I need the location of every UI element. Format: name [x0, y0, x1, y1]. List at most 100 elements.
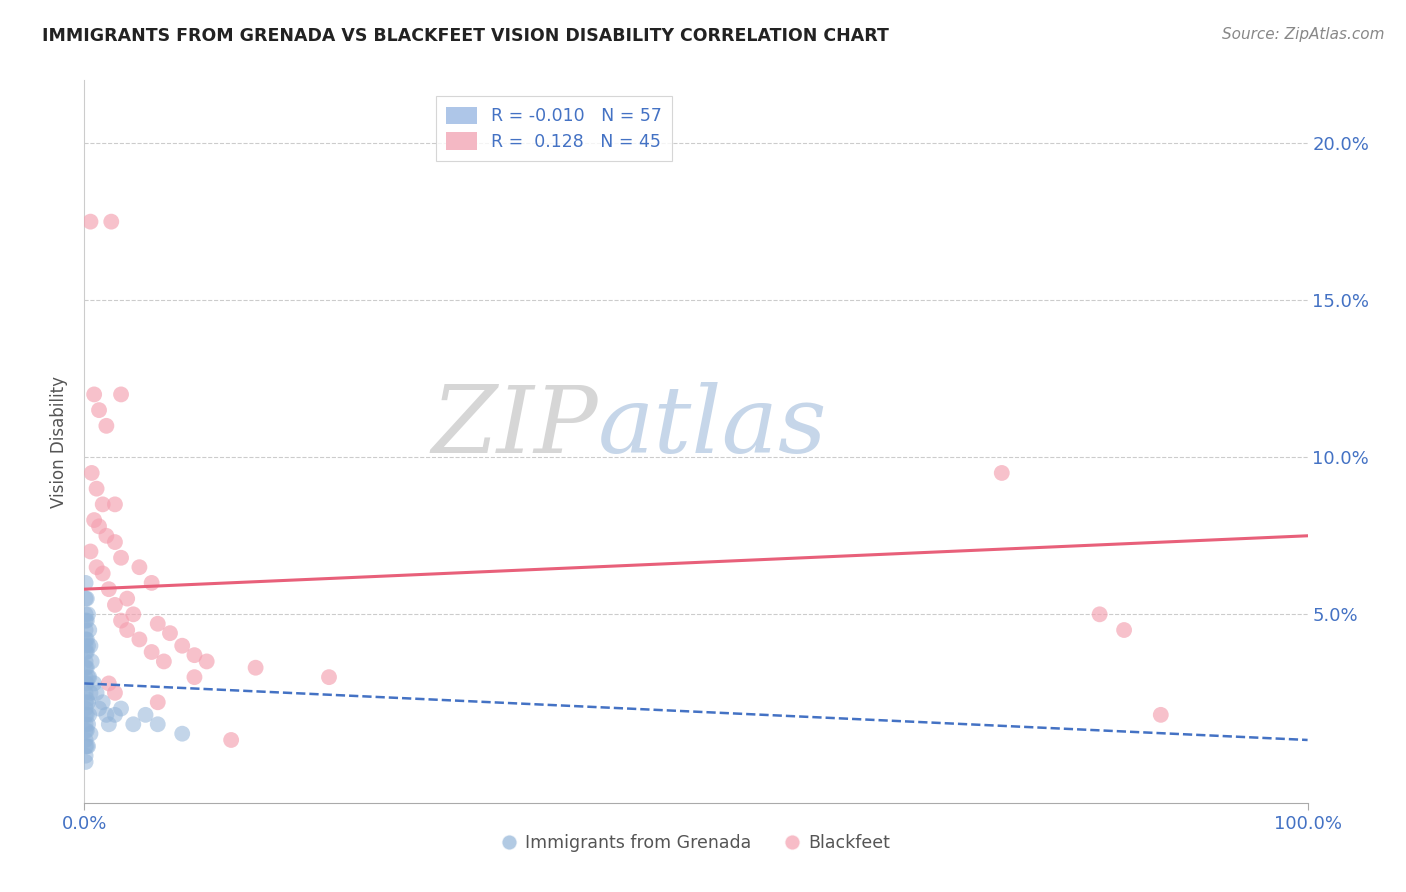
Point — [75, 755, 97, 769]
Point — [86, 560, 108, 574]
Point — [195, 655, 218, 669]
Point — [122, 717, 145, 731]
Point — [83, 387, 105, 401]
Point — [75, 645, 97, 659]
Point — [75, 575, 97, 590]
Point — [79, 214, 101, 228]
Point — [75, 632, 97, 647]
Point — [135, 707, 157, 722]
Point — [128, 632, 150, 647]
Point — [75, 739, 97, 754]
Point — [153, 655, 176, 669]
Point — [80, 655, 103, 669]
Point — [97, 717, 120, 731]
Point — [77, 717, 100, 731]
Point — [96, 418, 118, 433]
Point — [115, 591, 138, 606]
Point — [110, 614, 132, 628]
Point — [97, 676, 120, 690]
Point — [76, 614, 98, 628]
Point — [104, 598, 127, 612]
Point — [75, 639, 97, 653]
Point — [991, 466, 1014, 480]
Text: Source: ZipAtlas.com: Source: ZipAtlas.com — [1222, 27, 1385, 42]
Point — [79, 544, 101, 558]
Point — [75, 661, 97, 675]
Legend: Immigrants from Grenada, Blackfeet: Immigrants from Grenada, Blackfeet — [495, 827, 897, 859]
Point — [91, 695, 114, 709]
Point — [110, 701, 132, 715]
Point — [146, 717, 169, 731]
Point — [146, 695, 169, 709]
Point — [75, 655, 97, 669]
Point — [96, 707, 118, 722]
Point — [91, 497, 114, 511]
Point — [75, 670, 97, 684]
Point — [75, 733, 97, 747]
Point — [91, 566, 114, 581]
Point — [77, 607, 100, 622]
Point — [141, 645, 163, 659]
Point — [76, 676, 98, 690]
Point — [76, 723, 98, 738]
Point — [76, 632, 98, 647]
Point — [318, 670, 340, 684]
Point — [77, 670, 100, 684]
Point — [110, 550, 132, 565]
Point — [77, 639, 100, 653]
Point — [75, 591, 97, 606]
Point — [75, 717, 97, 731]
Point — [245, 661, 267, 675]
Point — [104, 497, 127, 511]
Point — [75, 676, 97, 690]
Point — [115, 623, 138, 637]
Point — [104, 707, 127, 722]
Point — [79, 727, 101, 741]
Point — [77, 670, 100, 684]
Point — [183, 670, 205, 684]
Point — [83, 676, 105, 690]
Point — [1088, 607, 1111, 622]
Text: ZIP: ZIP — [432, 382, 598, 472]
Point — [76, 645, 98, 659]
Point — [75, 701, 97, 715]
Point — [75, 607, 97, 622]
Point — [110, 387, 132, 401]
Point — [104, 535, 127, 549]
Point — [1150, 707, 1173, 722]
Point — [77, 739, 100, 754]
Point — [183, 648, 205, 662]
Text: atlas: atlas — [598, 382, 828, 472]
Point — [141, 575, 163, 590]
Point — [100, 214, 122, 228]
Point — [76, 692, 98, 706]
Point — [1114, 623, 1136, 637]
Point — [87, 519, 110, 533]
Point — [122, 607, 145, 622]
Point — [87, 701, 110, 715]
Point — [83, 513, 105, 527]
Point — [77, 695, 100, 709]
Point — [86, 482, 108, 496]
Point — [172, 727, 194, 741]
Y-axis label: Vision Disability: Vision Disability — [51, 376, 69, 508]
Point — [146, 616, 169, 631]
Point — [75, 623, 97, 637]
Point — [128, 560, 150, 574]
Point — [79, 639, 101, 653]
Point — [75, 695, 97, 709]
Point — [104, 686, 127, 700]
Text: IMMIGRANTS FROM GRENADA VS BLACKFEET VISION DISABILITY CORRELATION CHART: IMMIGRANTS FROM GRENADA VS BLACKFEET VIS… — [42, 27, 889, 45]
Point — [75, 723, 97, 738]
Point — [159, 626, 181, 640]
Point — [75, 686, 97, 700]
Point — [77, 707, 100, 722]
Point — [75, 748, 97, 763]
Point — [97, 582, 120, 597]
Point — [75, 614, 97, 628]
Point — [96, 529, 118, 543]
Point — [76, 661, 98, 675]
Point — [172, 639, 194, 653]
Point — [76, 591, 98, 606]
Point — [86, 686, 108, 700]
